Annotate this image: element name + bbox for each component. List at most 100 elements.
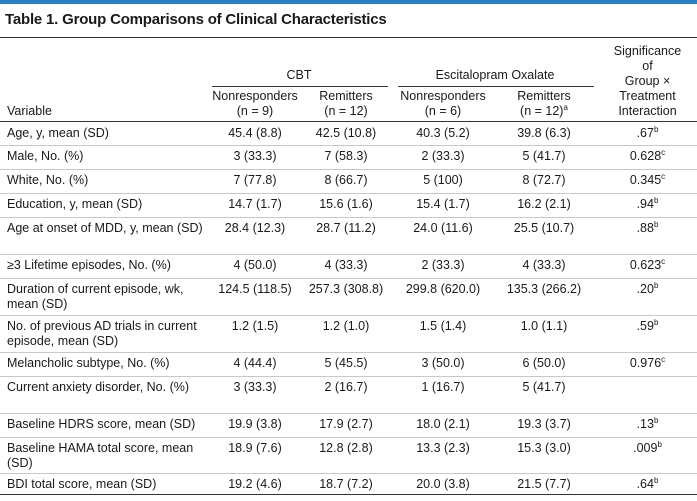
significance-value: .67 xyxy=(636,126,654,140)
cell-cbt-remitters: 8 (66.7) xyxy=(324,173,368,187)
col-header-esc-remitters: Remitters (n = 12)a xyxy=(517,89,571,118)
cell-esc-remitters: 6 (50.0) xyxy=(522,356,566,370)
cell-esc-nonresponders: 3 (50.0) xyxy=(421,356,465,370)
row-label: Male, No. (%) xyxy=(7,149,84,163)
table-row: Age at onset of MDD, y, mean (SD) 28.4 (1… xyxy=(0,217,697,254)
cell-cbt-remitters: 7 (58.3) xyxy=(324,149,368,163)
col-header-significance: Significance of Group × Treatment Intera… xyxy=(613,44,682,118)
cell-esc-nonresponders: 1.5 (1.4) xyxy=(419,319,467,333)
significance-value: .20 xyxy=(636,282,654,296)
significance-value: .94 xyxy=(636,197,654,211)
cell-esc-nonresponders: 2 (33.3) xyxy=(421,258,465,272)
table-row: Current anxiety disorder, No. (%) 3 (33.3… xyxy=(0,376,697,413)
significance-value: .88 xyxy=(636,221,654,235)
significance-value: .59 xyxy=(636,319,654,333)
row-divider xyxy=(0,437,697,438)
footnote-marker: b xyxy=(657,439,662,449)
row-divider xyxy=(0,352,697,353)
row-label: Baseline HDRS score, mean (SD) xyxy=(7,417,196,431)
cell-cbt-remitters: 17.9 (2.7) xyxy=(319,417,373,431)
row-divider xyxy=(0,193,697,194)
group-header-cbt: CBT xyxy=(286,68,312,82)
cell-cbt-remitters: 15.6 (1.6) xyxy=(319,197,373,211)
cell-esc-nonresponders: 2 (33.3) xyxy=(421,149,465,163)
cell-cbt-remitters: 5 (45.5) xyxy=(324,356,368,370)
cell-significance: .67b xyxy=(598,125,697,141)
row-label: ≥3 Lifetime episodes, No. (%) xyxy=(7,258,171,272)
table-row: Age, y, mean (SD) 45.4 (8.8) 42.5 (10.8) 40… xyxy=(0,122,697,145)
row-label: Education, y, mean (SD) xyxy=(7,197,143,211)
footnote-marker: b xyxy=(653,280,659,290)
header-top-rule xyxy=(0,37,697,38)
significance-value: 0.628 xyxy=(629,149,662,163)
cell-significance: .64b xyxy=(598,475,697,492)
col-header-cbt-nonresponders: Nonresponders (n = 9) xyxy=(212,89,298,118)
significance-value: 0.623 xyxy=(629,258,662,272)
row-label: Baseline HAMA total score, mean (SD) xyxy=(7,441,194,470)
cell-esc-remitters: 135.3 (266.2) xyxy=(506,282,582,296)
cell-cbt-remitters: 1.2 (1.0) xyxy=(322,319,370,333)
cell-significance: .20b xyxy=(598,280,697,297)
footnote-marker: b xyxy=(653,219,659,229)
table-title: Table 1. Group Comparisons of Clinical C… xyxy=(5,11,387,28)
cell-cbt-remitters: 4 (33.3) xyxy=(324,258,368,272)
cell-esc-remitters: 5 (41.7) xyxy=(522,149,566,163)
row-label: Current anxiety disorder, No. (%) xyxy=(7,380,190,394)
footnote-marker: c xyxy=(661,354,666,364)
cell-esc-nonresponders: 18.0 (2.1) xyxy=(416,417,470,431)
cell-cbt-nonresponders: 18.9 (7.6) xyxy=(228,441,282,455)
row-label: White, No. (%) xyxy=(7,173,89,187)
cell-esc-remitters: 16.2 (2.1) xyxy=(517,197,571,211)
row-divider xyxy=(0,217,697,218)
cell-cbt-remitters: 2 (16.7) xyxy=(324,380,368,394)
cell-esc-nonresponders: 13.3 (2.3) xyxy=(416,441,470,455)
significance-value: .009 xyxy=(633,441,658,455)
row-label: Age, y, mean (SD) xyxy=(7,126,109,140)
table-row: White, No. (%) 7 (77.8) 8 (66.7) 5 (100) 8 (… xyxy=(0,169,697,193)
cell-esc-remitters: 1.0 (1.1) xyxy=(520,319,568,333)
footnote-marker: c xyxy=(661,256,666,266)
cell-esc-nonresponders: 15.4 (1.7) xyxy=(416,197,470,211)
cell-esc-nonresponders: 1 (16.7) xyxy=(421,380,465,394)
table-row: Education, y, mean (SD) 14.7 (1.7) 15.6 (1… xyxy=(0,193,697,217)
row-divider xyxy=(0,376,697,377)
cell-cbt-nonresponders: 4 (50.0) xyxy=(233,258,277,272)
row-divider xyxy=(0,413,697,414)
footnote-marker: c xyxy=(661,171,666,181)
cell-cbt-nonresponders: 3 (33.3) xyxy=(233,380,277,394)
cell-cbt-nonresponders: 1.2 (1.5) xyxy=(231,319,279,333)
cell-cbt-remitters: 18.7 (7.2) xyxy=(319,477,373,491)
cell-cbt-remitters: 12.8 (2.8) xyxy=(319,441,373,455)
row-divider xyxy=(0,169,697,170)
group-underline-cbt xyxy=(212,86,388,87)
table-row: Baseline HAMA total score, mean (SD) 18.9… xyxy=(0,437,697,473)
cell-cbt-remitters: 42.5 (10.8) xyxy=(315,126,377,140)
row-divider xyxy=(0,315,697,316)
cell-cbt-nonresponders: 4 (44.4) xyxy=(233,356,277,370)
cell-esc-remitters: 15.3 (3.0) xyxy=(517,441,571,455)
table-row: BDI total score, mean (SD) 19.2 (4.6) 18.7… xyxy=(0,473,697,499)
col-header-variable: Variable xyxy=(7,104,52,118)
footnote-marker: a xyxy=(563,102,568,112)
cell-cbt-nonresponders: 7 (77.8) xyxy=(233,173,277,187)
cell-esc-remitters: 8 (72.7) xyxy=(522,173,566,187)
significance-value: 0.345 xyxy=(629,173,662,187)
cell-cbt-remitters: 257.3 (308.8) xyxy=(308,282,384,296)
footnote-marker: b xyxy=(653,475,659,485)
cell-significance: .88b xyxy=(598,219,697,236)
cell-cbt-nonresponders: 124.5 (118.5) xyxy=(218,282,292,296)
table-row: Duration of current episode, wk, mean (S… xyxy=(0,278,697,315)
group-underline-escitalopram xyxy=(398,86,594,87)
footnote-marker: b xyxy=(653,317,659,327)
cell-cbt-nonresponders: 28.4 (12.3) xyxy=(224,221,286,235)
cell-esc-remitters: 4 (33.3) xyxy=(522,258,566,272)
cell-cbt-nonresponders: 45.4 (8.8) xyxy=(228,126,282,140)
row-label: BDI total score, mean (SD) xyxy=(7,477,157,491)
group-header-escitalopram: Escitalopram Oxalate xyxy=(435,68,555,82)
cell-esc-remitters: 25.5 (10.7) xyxy=(513,221,575,235)
cell-esc-remitters: 5 (41.7) xyxy=(522,380,566,394)
cell-significance: 0.976c xyxy=(598,354,697,371)
header-bottom-rule xyxy=(0,121,697,122)
table-bottom-rule xyxy=(0,494,697,495)
col-header-cbt-remitters: Remitters (n = 12) xyxy=(319,89,373,118)
